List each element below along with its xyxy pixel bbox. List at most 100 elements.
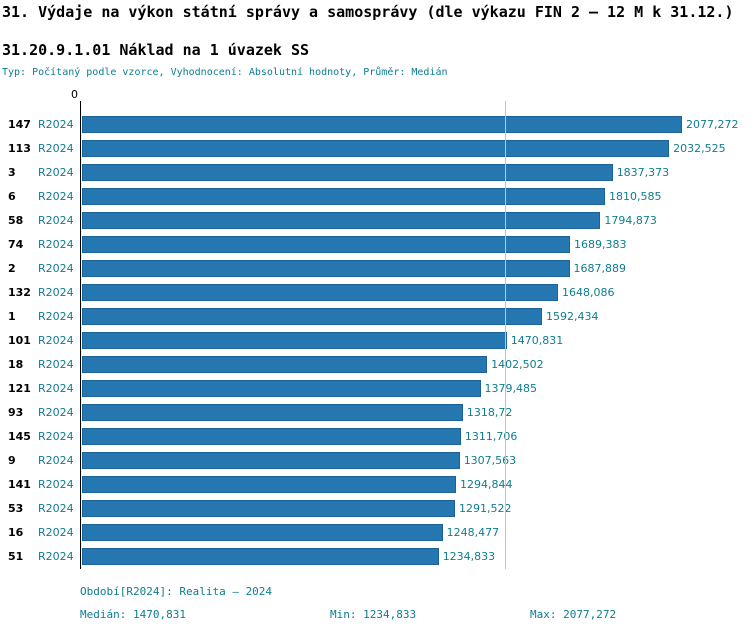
- row-id-label: 145: [8, 429, 31, 443]
- bar-area: 2077,272: [80, 115, 750, 133]
- row-period-label: R2024: [38, 357, 74, 371]
- value-bar: [82, 427, 461, 445]
- value-label: 1592,434: [546, 309, 599, 323]
- value-label: 1311,706: [464, 429, 518, 443]
- row-period-label: R2024: [38, 261, 74, 275]
- bar-area: 1592,434: [80, 307, 750, 325]
- row-id-label: 113: [8, 141, 31, 155]
- row-id-label: 74: [8, 237, 24, 251]
- chart-row: 18 R2024 1402,502: [0, 352, 750, 376]
- bar-area: 1379,485: [80, 379, 750, 397]
- row-id-label: 51: [8, 549, 24, 563]
- row-id-label: 132: [8, 285, 31, 299]
- row-id-label: 3: [8, 165, 16, 179]
- row-id-label: 1: [8, 309, 16, 323]
- value-label: 1318,72: [466, 405, 513, 419]
- row-period-label: R2024: [38, 381, 74, 395]
- chart-rows: 147 R2024 2077,272 113 R2024 2032,525 3 R2024 18…: [0, 112, 750, 568]
- row-period-label: R2024: [38, 549, 74, 563]
- chart-row: 16 R2024 1248,477: [0, 520, 750, 544]
- bar-area: 1837,373: [80, 163, 750, 181]
- chart-row: 145 R2024 1311,706: [0, 424, 750, 448]
- chart-row: 147 R2024 2077,272: [0, 112, 750, 136]
- bar-area: 1307,563: [80, 451, 750, 469]
- row-period-label: R2024: [38, 213, 74, 227]
- value-bar: [82, 235, 570, 253]
- bar-area: 1648,086: [80, 283, 750, 301]
- chart-row: 113 R2024 2032,525: [0, 136, 750, 160]
- chart-meta-info: Typ: Počítaný podle vzorce, Vyhodnocení:…: [2, 67, 448, 78]
- chart-row: 3 R2024 1837,373: [0, 160, 750, 184]
- value-bar: [82, 283, 558, 301]
- value-label: 1837,373: [616, 165, 670, 179]
- y-axis-line: [80, 101, 81, 569]
- bar-area: 1794,873: [80, 211, 750, 229]
- row-period-label: R2024: [38, 477, 74, 491]
- value-label: 1648,086: [562, 285, 615, 299]
- chart-row: 58 R2024 1794,873: [0, 208, 750, 232]
- value-label: 2077,272: [686, 117, 739, 131]
- row-period-label: R2024: [38, 333, 74, 347]
- chart-row: 132 R2024 1648,086: [0, 280, 750, 304]
- value-label: 1470,831: [510, 333, 564, 347]
- value-label: 1687,889: [573, 261, 627, 275]
- value-bar: [82, 475, 456, 493]
- value-bar: [82, 379, 481, 397]
- value-bar: [82, 523, 443, 541]
- min-stat: Min: 1234,833: [330, 608, 417, 621]
- value-bar: [82, 139, 670, 157]
- bar-area: 1470,831: [80, 331, 750, 349]
- row-period-label: R2024: [38, 141, 74, 155]
- row-period-label: R2024: [38, 117, 74, 131]
- row-id-label: 9: [8, 453, 16, 467]
- row-id-label: 121: [8, 381, 31, 395]
- value-bar: [82, 355, 488, 373]
- row-period-label: R2024: [38, 189, 74, 203]
- row-period-label: R2024: [38, 237, 74, 251]
- row-id-label: 18: [8, 357, 24, 371]
- row-period-label: R2024: [38, 309, 74, 323]
- bar-area: 1689,383: [80, 235, 750, 253]
- max-stat: Max: 2077,272: [530, 608, 617, 621]
- value-bar: [82, 163, 613, 181]
- value-label: 1402,502: [491, 357, 544, 371]
- chart-row: 121 R2024 1379,485: [0, 376, 750, 400]
- bar-area: 1810,585: [80, 187, 750, 205]
- value-bar: [82, 403, 463, 421]
- bar-area: 1687,889: [80, 259, 750, 277]
- value-bar: [82, 307, 542, 325]
- row-id-label: 2: [8, 261, 16, 275]
- chart-row: 101 R2024 1470,831: [0, 328, 750, 352]
- row-period-label: R2024: [38, 453, 74, 467]
- bar-area: 2032,525: [80, 139, 750, 157]
- bar-area: 1294,844: [80, 475, 750, 493]
- row-period-label: R2024: [38, 165, 74, 179]
- bar-area: 1311,706: [80, 427, 750, 445]
- median-line: [504, 101, 506, 569]
- row-period-label: R2024: [38, 405, 74, 419]
- row-period-label: R2024: [38, 501, 74, 515]
- row-id-label: 101: [8, 333, 31, 347]
- page-title: 31. Výdaje na výkon státní správy a samo…: [2, 3, 734, 21]
- row-id-label: 16: [8, 525, 24, 539]
- chart-row: 141 R2024 1294,844: [0, 472, 750, 496]
- row-period-label: R2024: [38, 525, 74, 539]
- row-id-label: 93: [8, 405, 24, 419]
- value-bar: [82, 451, 460, 469]
- value-bar: [82, 259, 570, 277]
- period-legend: Období[R2024]: Realita – 2024: [80, 585, 273, 598]
- row-id-label: 53: [8, 501, 24, 515]
- value-label: 1307,563: [463, 453, 517, 467]
- value-label: 1689,383: [574, 237, 627, 251]
- value-label: 1379,485: [484, 381, 538, 395]
- value-label: 1291,522: [459, 501, 512, 515]
- value-label: 1794,873: [604, 213, 657, 227]
- value-bar: [82, 499, 455, 517]
- value-bar: [82, 115, 682, 133]
- chart-row: 93 R2024 1318,72: [0, 400, 750, 424]
- indicator-title: 31.20.9.1.01 Náklad na 1 úvazek SS: [2, 41, 310, 59]
- bar-area: 1318,72: [80, 403, 750, 421]
- bar-area: 1291,522: [80, 499, 750, 517]
- chart-row: 2 R2024 1687,889: [0, 256, 750, 280]
- value-bar: [82, 187, 605, 205]
